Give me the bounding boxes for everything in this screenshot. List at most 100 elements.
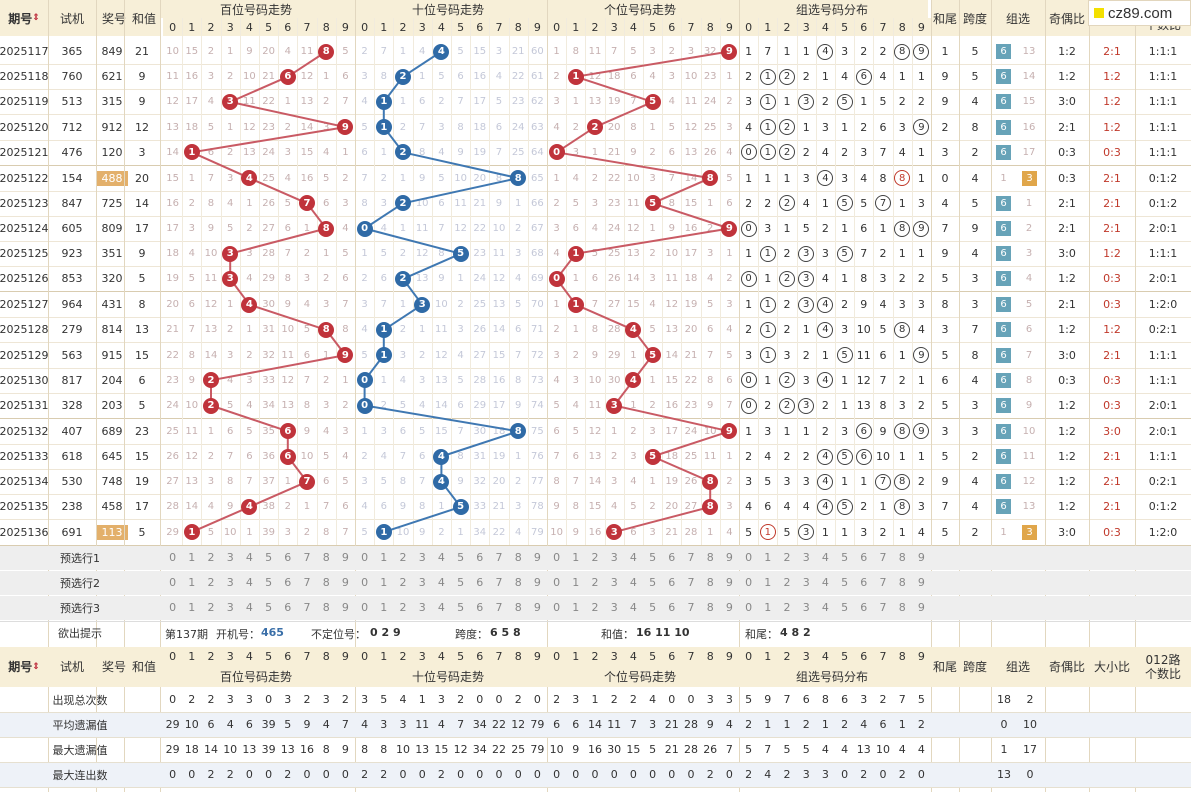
sort-issue-header[interactable]: 期号 ⇕ [0,646,48,687]
site-logo[interactable]: cz89.com [1088,0,1191,26]
pick-digit-g7[interactable]: 7 [879,601,887,615]
pick-digit-t2[interactable]: 2 [399,601,407,615]
pick-digit-g4[interactable]: 4 [821,551,829,565]
pick-digit-u0[interactable]: 0 [553,601,561,615]
pick-digit-g1[interactable]: 1 [764,576,772,590]
pick-digit-h3[interactable]: 3 [226,551,234,565]
pick-digit-u7[interactable]: 7 [687,576,695,590]
pick-digit-h7[interactable]: 7 [303,576,311,590]
pick-digit-t8[interactable]: 8 [514,551,522,565]
pick-digit-t4[interactable]: 4 [437,551,445,565]
pick-digit-u6[interactable]: 6 [668,551,676,565]
pick-digit-h3[interactable]: 3 [226,576,234,590]
pick-digit-u9[interactable]: 9 [725,551,733,565]
pick-digit-h7[interactable]: 7 [303,601,311,615]
pick-digit-h6[interactable]: 6 [284,576,292,590]
pick-digit-h7[interactable]: 7 [303,551,311,565]
pick-digit-h5[interactable]: 5 [265,551,273,565]
pick-digit-t5[interactable]: 5 [457,601,465,615]
pick-digit-u8[interactable]: 8 [706,576,714,590]
pick-digit-u0[interactable]: 0 [553,551,561,565]
pick-digit-g9[interactable]: 9 [917,601,925,615]
pick-digit-t6[interactable]: 6 [476,551,484,565]
pick-digit-h6[interactable]: 6 [284,551,292,565]
pick-digit-t1[interactable]: 1 [380,601,388,615]
pick-digit-u2[interactable]: 2 [591,601,599,615]
pick-digit-h1[interactable]: 1 [188,601,196,615]
pick-digit-u5[interactable]: 5 [649,601,657,615]
pick-digit-g9[interactable]: 9 [917,551,925,565]
pick-digit-h4[interactable]: 4 [245,601,253,615]
pick-digit-t4[interactable]: 4 [437,601,445,615]
pick-digit-u8[interactable]: 8 [706,551,714,565]
pick-digit-h5[interactable]: 5 [265,601,273,615]
pick-digit-t9[interactable]: 9 [533,601,541,615]
pick-digit-u7[interactable]: 7 [687,551,695,565]
pick-digit-g7[interactable]: 7 [879,551,887,565]
pick-digit-h8[interactable]: 8 [322,576,330,590]
pick-digit-g6[interactable]: 6 [860,576,868,590]
sort-issue-header[interactable]: 期号 ⇕ [0,0,48,36]
pick-digit-h0[interactable]: 0 [169,551,177,565]
sort-arrow-icon[interactable]: ⇕ [32,661,40,672]
pick-digit-h2[interactable]: 2 [207,551,215,565]
pick-digit-g7[interactable]: 7 [879,576,887,590]
sort-arrow-icon[interactable]: ⇕ [32,13,40,23]
pick-digit-g6[interactable]: 6 [860,601,868,615]
pick-digit-t8[interactable]: 8 [514,601,522,615]
pick-digit-t9[interactable]: 9 [533,576,541,590]
pick-digit-t6[interactable]: 6 [476,576,484,590]
pick-digit-g4[interactable]: 4 [821,576,829,590]
pick-digit-t4[interactable]: 4 [437,576,445,590]
pick-digit-u4[interactable]: 4 [629,601,637,615]
pick-digit-h2[interactable]: 2 [207,601,215,615]
pick-digit-h8[interactable]: 8 [322,601,330,615]
pick-digit-g1[interactable]: 1 [764,551,772,565]
pick-digit-g2[interactable]: 2 [783,601,791,615]
pick-digit-u9[interactable]: 9 [725,576,733,590]
pick-digit-g5[interactable]: 5 [841,576,849,590]
pick-digit-u8[interactable]: 8 [706,601,714,615]
pick-digit-g3[interactable]: 3 [802,576,810,590]
pick-digit-h0[interactable]: 0 [169,601,177,615]
pick-digit-t0[interactable]: 0 [361,576,369,590]
pick-digit-g5[interactable]: 5 [841,551,849,565]
pick-digit-h2[interactable]: 2 [207,576,215,590]
pick-digit-g0[interactable]: 0 [745,576,753,590]
pick-digit-g9[interactable]: 9 [917,576,925,590]
pick-digit-t5[interactable]: 5 [457,551,465,565]
pick-digit-t7[interactable]: 7 [495,601,503,615]
pick-digit-u3[interactable]: 3 [610,576,618,590]
pick-digit-t2[interactable]: 2 [399,576,407,590]
pick-digit-g2[interactable]: 2 [783,551,791,565]
pick-digit-h5[interactable]: 5 [265,576,273,590]
pick-digit-u2[interactable]: 2 [591,551,599,565]
pick-digit-g0[interactable]: 0 [745,551,753,565]
pick-digit-u6[interactable]: 6 [668,601,676,615]
pick-digit-h9[interactable]: 9 [341,601,349,615]
pick-digit-g0[interactable]: 0 [745,601,753,615]
pick-digit-g3[interactable]: 3 [802,601,810,615]
pick-digit-h6[interactable]: 6 [284,601,292,615]
pick-digit-t7[interactable]: 7 [495,576,503,590]
pick-digit-h1[interactable]: 1 [188,576,196,590]
pick-digit-g8[interactable]: 8 [898,551,906,565]
pick-digit-h9[interactable]: 9 [341,551,349,565]
pick-digit-t5[interactable]: 5 [457,576,465,590]
pick-digit-t6[interactable]: 6 [476,601,484,615]
pick-digit-u2[interactable]: 2 [591,576,599,590]
pick-digit-u9[interactable]: 9 [725,601,733,615]
pick-digit-g4[interactable]: 4 [821,601,829,615]
pick-digit-h9[interactable]: 9 [341,576,349,590]
pick-digit-t3[interactable]: 3 [418,601,426,615]
pick-digit-g6[interactable]: 6 [860,551,868,565]
pick-digit-u4[interactable]: 4 [629,551,637,565]
pick-digit-g8[interactable]: 8 [898,576,906,590]
pick-digit-g1[interactable]: 1 [764,601,772,615]
pick-digit-u4[interactable]: 4 [629,576,637,590]
pick-digit-u0[interactable]: 0 [553,576,561,590]
pick-digit-t1[interactable]: 1 [380,551,388,565]
pick-digit-t2[interactable]: 2 [399,551,407,565]
pick-digit-h0[interactable]: 0 [169,576,177,590]
pick-digit-u3[interactable]: 3 [610,551,618,565]
